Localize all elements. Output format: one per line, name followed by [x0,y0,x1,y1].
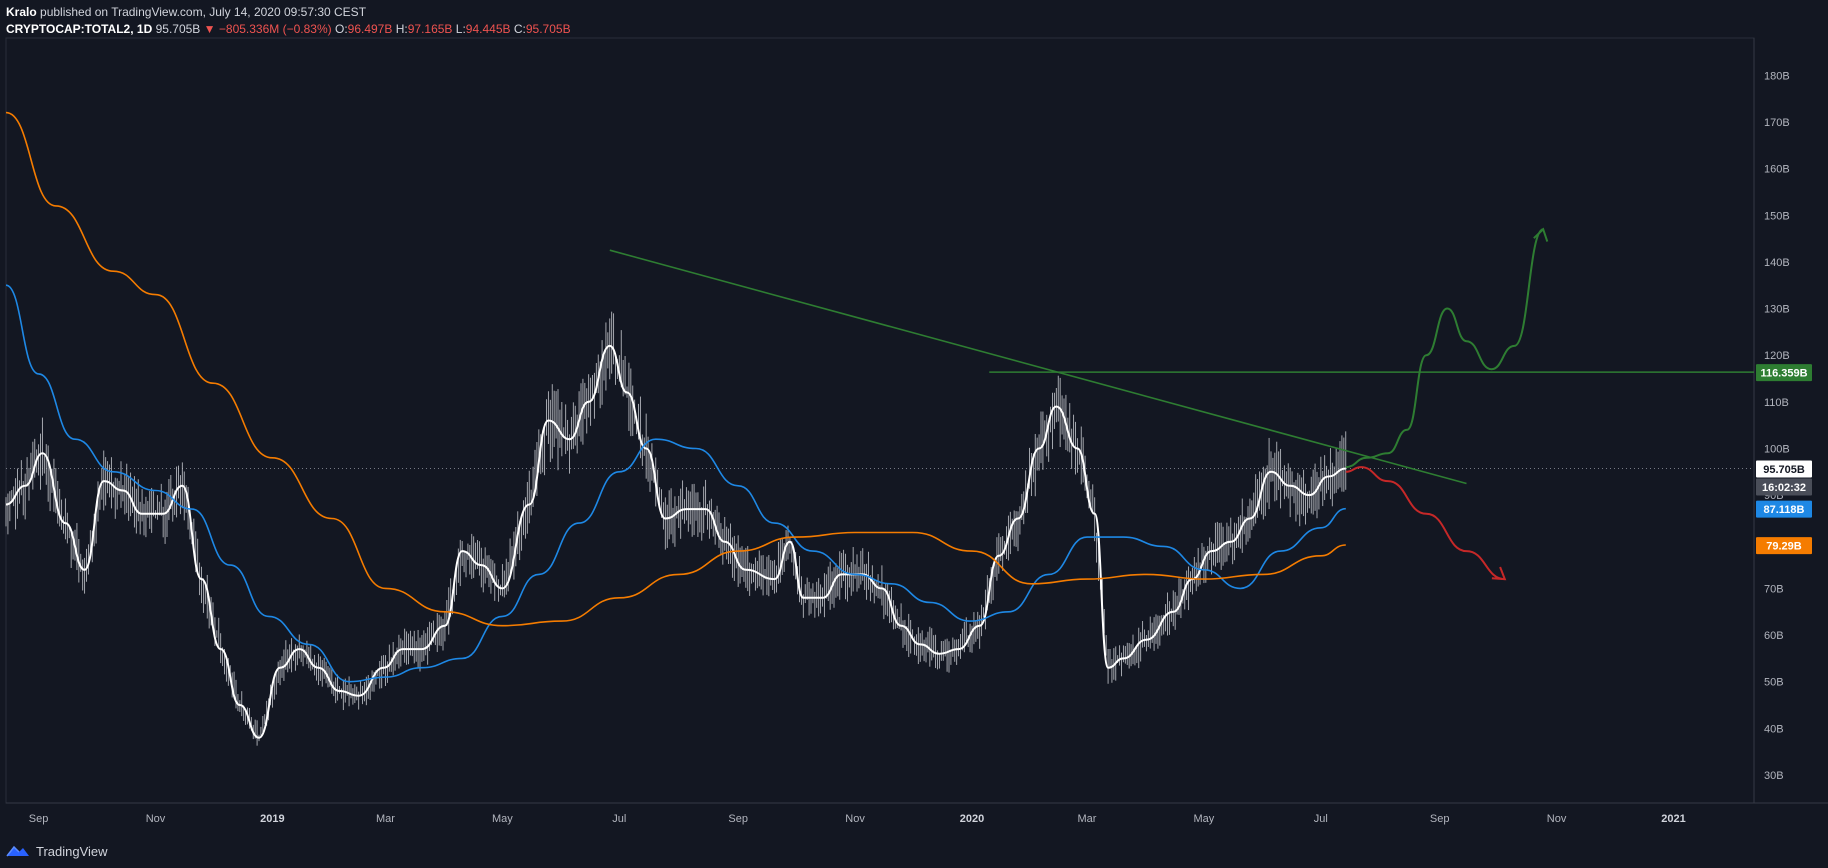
y-tick-label: 70B [1764,583,1784,595]
footer-brand[interactable]: TradingView [6,842,108,860]
x-tick-label: Nov [1547,813,1567,825]
price-tag-bg [1756,364,1812,382]
y-tick-label: 60B [1764,630,1784,642]
y-tick-label: 160B [1764,164,1790,176]
price-tag-bg [1756,478,1812,496]
high-value: 97.165B [407,22,453,36]
x-tick-label: Mar [1078,813,1097,825]
publish-info: published on TradingView.com, July 14, 2… [40,5,367,19]
price-change: −805.336M (−0.83%) [218,22,332,36]
x-tick-label: Mar [376,813,395,825]
price-tag-label: 116.359B [1760,368,1807,380]
symbol-name[interactable]: CRYPTOCAP:TOTAL2, 1D [6,22,153,36]
chart-header: Kralo published on TradingView.com, July… [6,4,1206,38]
price-tag-bg [1756,460,1812,478]
x-tick-label: Sep [29,813,49,825]
y-tick-label: 40B [1764,723,1784,735]
open-value: 96.497B [347,22,393,36]
y-tick-label: 110B [1764,397,1789,409]
x-tick-label: 2021 [1661,813,1685,825]
bear_path [1345,466,1505,581]
price-tag-label: 16:02:32 [1762,482,1806,494]
y-tick-label: 150B [1764,210,1790,222]
x-tick-label: May [1194,813,1215,825]
y-tick-label: 100B [1764,443,1790,455]
bull_path-arrowhead [1533,227,1549,242]
x-tick-label: 2020 [960,813,984,825]
series-line-price [5,344,1346,739]
high-label: H: [395,22,408,36]
price-bars [5,311,1347,746]
close-value: 95.705B [525,22,571,36]
publish-line: Kralo published on TradingView.com, July… [6,4,1206,21]
symbol-line: CRYPTOCAP:TOTAL2, 1D 95.705B ▼ −805.336M… [6,21,1206,38]
x-tick-label: 2019 [260,813,284,825]
open-label: O: [334,22,348,36]
price-tag: 95.705B [1756,460,1812,478]
plot-area [5,37,1755,804]
y-tick-label: 120B [1764,350,1790,362]
author-name[interactable]: Kralo [6,5,37,19]
bull_path [1345,228,1544,469]
x-tick-label: Nov [845,813,865,825]
y-tick-label: 140B [1764,257,1790,269]
x-tick-label: Sep [1430,813,1450,825]
price-tag-label: 87.118B [1764,504,1805,516]
series-line-ma_orange [5,111,1346,627]
series-line-ma_blue [5,284,1346,683]
low-value: 94.445B [465,22,511,36]
price-tag-bg [1756,500,1812,518]
down-triangle-icon: ▼ [203,22,216,36]
low-label: L: [455,22,466,36]
x-tick-label: Nov [146,813,166,825]
price-tag: 79.29B [1756,537,1812,555]
y-tick-label: 50B [1764,677,1784,689]
bear_path-arrowhead [1491,566,1507,581]
price-tag-bg [1756,537,1812,555]
brand-name: TradingView [36,843,108,859]
y-tick-label: 130B [1764,304,1790,316]
price-tag: 116.359B [1756,364,1812,382]
price-tag-label: 95.705B [1763,464,1805,476]
x-tick-label: May [492,813,513,825]
price-tag: 16:02:32 [1756,478,1812,496]
y-tick-label: 30B [1764,770,1784,782]
close-label: C: [513,22,526,36]
trendline [609,249,1467,485]
x-tick-label: Jul [612,813,626,825]
last-price: 95.705B [155,22,201,36]
price-tag-label: 79.29B [1766,541,1802,553]
y-tick-label: 170B [1764,117,1790,129]
tradingview-logo-icon [6,845,29,857]
price-tag: 87.118B [1756,500,1812,518]
x-tick-label: Jul [1314,813,1328,825]
x-tick-label: Sep [728,813,748,825]
y-tick-label: 180B [1764,70,1790,82]
